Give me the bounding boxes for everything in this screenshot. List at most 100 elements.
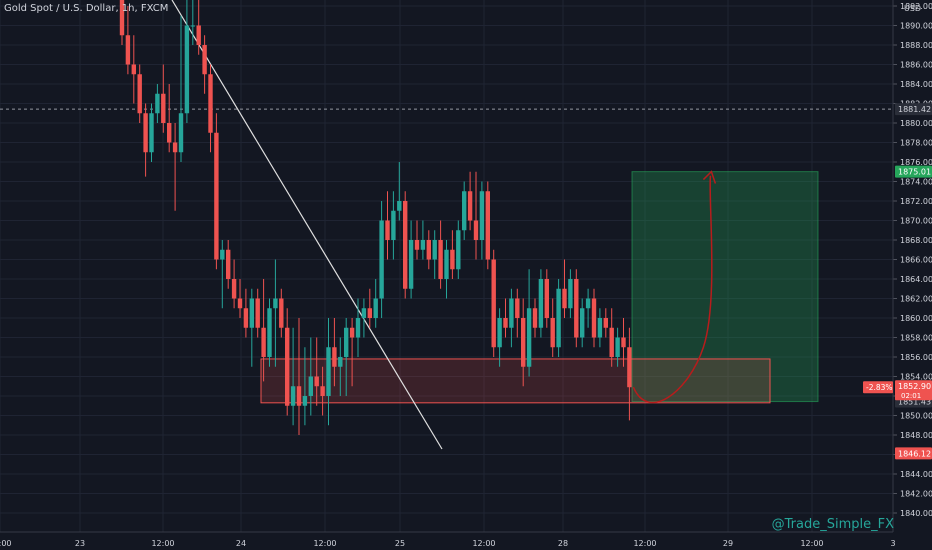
candle-body xyxy=(568,279,573,309)
candle-body xyxy=(314,376,319,387)
y-tick-label: 1874.00 xyxy=(900,178,932,187)
candle-body xyxy=(379,220,384,299)
candle-body xyxy=(503,318,508,328)
y-tick-label: 1870.00 xyxy=(900,217,932,226)
candle-body xyxy=(202,45,207,75)
candle-body xyxy=(326,347,331,396)
x-tick-label: 12:00 xyxy=(151,539,174,548)
candle-body xyxy=(432,240,437,260)
y-tick-label: 1872.00 xyxy=(900,197,932,206)
candle-body xyxy=(385,220,390,240)
x-tick-label: 25 xyxy=(395,539,405,548)
candle-body xyxy=(344,327,349,357)
support-zone xyxy=(260,358,771,404)
stop-price-tag-bg xyxy=(895,447,932,460)
candle-body xyxy=(562,288,567,309)
y-tick-label: 1856.00 xyxy=(900,353,932,362)
candle-body xyxy=(538,279,544,328)
candle-body xyxy=(131,64,136,75)
candle-body xyxy=(355,318,361,338)
y-tick-label: 1878.00 xyxy=(900,139,932,148)
candle-body xyxy=(143,113,148,153)
candle-body xyxy=(485,191,490,260)
candle-body xyxy=(119,0,125,36)
x-tick-label: 12:00 xyxy=(0,539,12,548)
candle-body xyxy=(296,386,302,406)
y-tick-label: 1892.00 xyxy=(900,2,932,11)
y-tick-label: 1860.00 xyxy=(900,314,932,323)
y-tick-label: 1880.00 xyxy=(900,119,932,128)
projection-arrow xyxy=(632,175,713,404)
candle-body xyxy=(161,93,166,123)
x-tick-label: 29 xyxy=(723,539,733,548)
target-price-tag: 1875.01 xyxy=(898,168,931,177)
candle-body xyxy=(243,308,249,328)
candle-body xyxy=(467,191,473,221)
target-zone xyxy=(631,171,819,403)
candle-body xyxy=(438,240,443,279)
y-tick-label: 1850.00 xyxy=(900,412,932,421)
candle-body xyxy=(196,25,201,45)
candle-body xyxy=(615,337,620,357)
candle-body xyxy=(414,240,420,250)
x-tick-label: 28 xyxy=(558,539,568,548)
candle-body xyxy=(473,220,479,240)
y-tick-label: 1866.00 xyxy=(900,256,932,265)
bar-countdown: 02:01 xyxy=(901,392,921,400)
candle-body xyxy=(149,113,154,153)
candle-body xyxy=(255,298,260,328)
y-tick-label: 1848.00 xyxy=(900,431,932,440)
x-tick-label: 23 xyxy=(75,539,85,548)
candle-body xyxy=(167,123,172,143)
candle-body xyxy=(231,279,237,299)
candle-body xyxy=(515,298,520,318)
candle-body xyxy=(249,298,254,328)
currency-label: USD xyxy=(904,4,922,13)
candle-body xyxy=(603,318,608,328)
y-tick-label: 1842.00 xyxy=(900,490,932,499)
y-tick-label: 1886.00 xyxy=(900,61,932,70)
y-tick-label: 1858.00 xyxy=(900,334,932,343)
candle-body xyxy=(621,337,626,348)
x-tick-label: 12:00 xyxy=(800,539,823,548)
trendline xyxy=(171,0,443,450)
y-tick-label: 1854.00 xyxy=(900,373,932,382)
dashed-level-tag-bg xyxy=(895,103,932,116)
candle-body xyxy=(479,191,485,240)
candle-body xyxy=(237,298,243,309)
x-tick-label: 12:00 xyxy=(313,539,336,548)
candle-body xyxy=(338,357,343,367)
author-watermark: @Trade_Simple_FX xyxy=(771,517,894,532)
candle-body xyxy=(285,327,290,406)
candle-body xyxy=(190,25,195,27)
candle-body xyxy=(267,308,272,357)
candle-body xyxy=(591,298,597,338)
candle-body xyxy=(273,298,278,309)
candle-body xyxy=(444,249,449,279)
candle-body xyxy=(261,327,266,357)
candle-body xyxy=(609,327,614,357)
candle-body xyxy=(320,386,325,396)
candle-body xyxy=(597,318,603,338)
projection-arrowhead xyxy=(702,170,717,184)
candle-body xyxy=(172,142,178,153)
candle-body xyxy=(497,318,502,348)
x-tick-label: 12:00 xyxy=(633,539,656,548)
candle-body xyxy=(184,25,190,114)
y-tick-label: 1864.00 xyxy=(900,275,932,284)
candle-body xyxy=(627,347,632,388)
candle-body xyxy=(226,249,231,279)
candle-body xyxy=(279,298,284,328)
candle-body xyxy=(521,318,526,367)
current-price-tag-bg xyxy=(895,380,932,401)
candle-body xyxy=(420,240,426,250)
y-tick-label: 1868.00 xyxy=(900,236,932,245)
x-tick-label: 12:00 xyxy=(472,539,495,548)
entry-price-tag: 1851.43 xyxy=(898,398,931,407)
candle-body xyxy=(302,396,308,406)
chart-title: Gold Spot / U.S. Dollar, 1h, FXCM xyxy=(4,3,169,14)
y-tick-label: 1888.00 xyxy=(900,41,932,50)
candle-body xyxy=(574,279,579,338)
